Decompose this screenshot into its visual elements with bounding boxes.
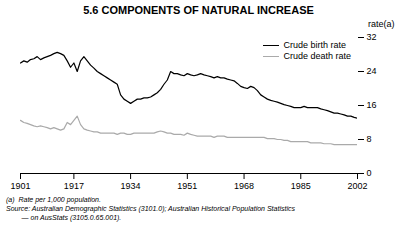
html-text:Source: Australian Demographic: Source: Australian Demographic Statistic… bbox=[6, 205, 295, 212]
svg-text:0: 0 bbox=[367, 168, 372, 178]
svg-text:1968: 1968 bbox=[234, 181, 254, 191]
svg-text:16: 16 bbox=[367, 100, 377, 110]
svg-text:rate(a): rate(a) bbox=[368, 19, 395, 29]
svg-text:1901: 1901 bbox=[10, 181, 30, 191]
html-text:Crude death rate: Crude death rate bbox=[283, 51, 351, 61]
svg-text:1985: 1985 bbox=[291, 181, 311, 191]
html-text:— on AusStats (3105.0.65.001).: — on AusStats (3105.0.65.001). bbox=[6, 214, 122, 221]
svg-text:32: 32 bbox=[367, 32, 377, 42]
html-text:(a) Rate per 1,000 population.: (a) Rate per 1,000 population. bbox=[6, 196, 101, 203]
svg-text:1934: 1934 bbox=[121, 181, 141, 191]
html-text:5.6 COMPONENTS OF NATURAL INCR: 5.6 COMPONENTS OF NATURAL INCREASE bbox=[83, 4, 314, 16]
svg-text:24: 24 bbox=[367, 66, 377, 76]
html-text:Crude birth rate: Crude birth rate bbox=[283, 40, 346, 50]
svg-text:8: 8 bbox=[367, 134, 372, 144]
svg-text:1917: 1917 bbox=[64, 181, 84, 191]
svg-text:2002: 2002 bbox=[347, 181, 367, 191]
svg-text:1951: 1951 bbox=[177, 181, 197, 191]
